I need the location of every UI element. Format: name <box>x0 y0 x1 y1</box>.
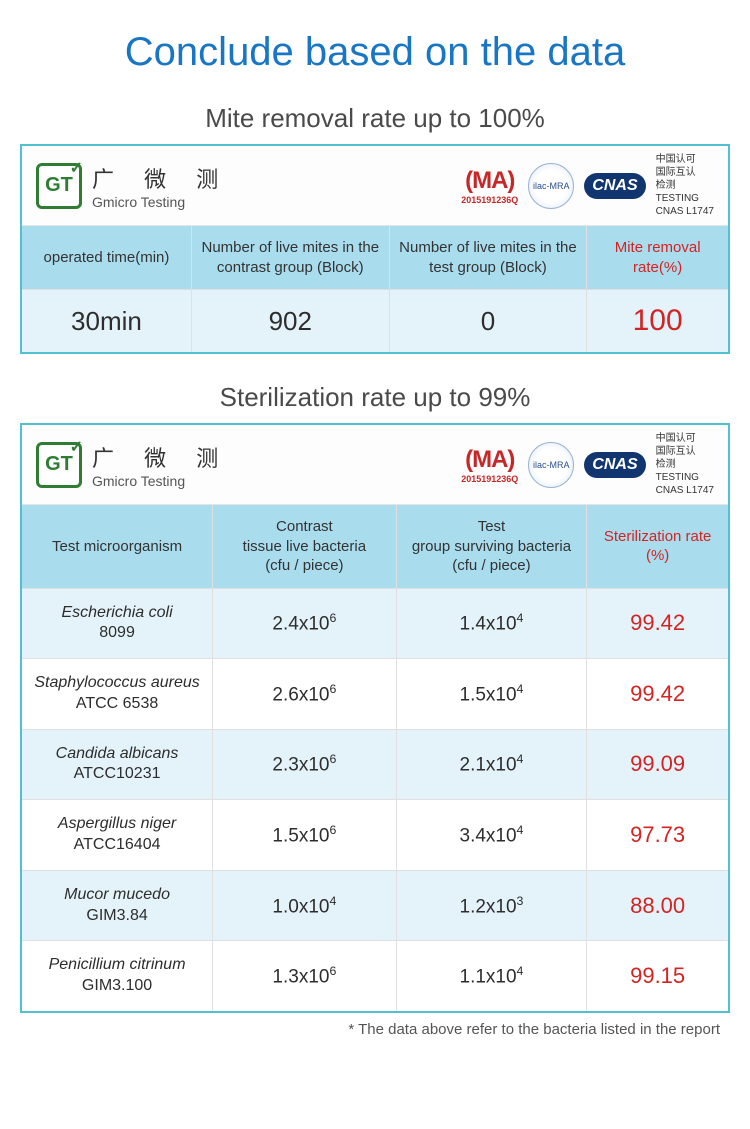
organism-cell: Staphylococcus aureusATCC 6538 <box>22 659 213 730</box>
test-cell: 1.4x104 <box>396 588 587 659</box>
gt-text: 广 微 测 Gmicro Testing <box>92 162 230 210</box>
mite-rate: 100 <box>587 290 728 353</box>
gt-logo-icon: GT <box>36 442 82 488</box>
organism-cell: Candida albicansATCC10231 <box>22 729 213 800</box>
ster-row: Candida albicansATCC102312.3x1062.1x1049… <box>22 729 728 800</box>
ma-badge-icon: (MA) 2015191236Q <box>461 446 518 484</box>
rate-cell: 97.73 <box>587 800 728 871</box>
mite-contrast: 902 <box>191 290 389 353</box>
organism-cell: Penicillium citrinumGIM3.100 <box>22 941 213 1011</box>
cert-bar: GT 广 微 测 Gmicro Testing (MA) 2015191236Q… <box>22 146 728 226</box>
cert-caption: 中国认可 国际互认 检测 TESTING CNAS L1747 <box>656 153 714 218</box>
mite-header-row: operated time(min) Number of live mites … <box>22 226 728 290</box>
cnas-badge-icon: CNAS <box>584 173 645 199</box>
cnas-badge-icon: CNAS <box>584 452 645 478</box>
contrast-cell: 2.6x106 <box>213 659 397 730</box>
rate-cell: 99.42 <box>587 659 728 730</box>
test-cell: 1.2x103 <box>396 870 587 941</box>
mite-section-title: Mite removal rate up to 100% <box>20 103 730 134</box>
mite-row: 30min 902 0 100 <box>22 290 728 353</box>
ster-table: Test microorganism Contrast tissue live … <box>22 505 728 1011</box>
rate-cell: 99.15 <box>587 941 728 1011</box>
organism-cell: Aspergillus nigerATCC16404 <box>22 800 213 871</box>
contrast-cell: 1.0x104 <box>213 870 397 941</box>
contrast-cell: 1.5x106 <box>213 800 397 871</box>
ma-badge-icon: (MA) 2015191236Q <box>461 167 518 205</box>
mite-time: 30min <box>22 290 191 353</box>
mite-h3: Mite removal rate(%) <box>587 226 728 290</box>
test-cell: 1.5x104 <box>396 659 587 730</box>
ster-header-row: Test microorganism Contrast tissue live … <box>22 505 728 588</box>
cert-right: (MA) 2015191236Q ilac-MRA CNAS 中国认可 国际互认… <box>461 153 714 218</box>
ster-row: Staphylococcus aureusATCC 65382.6x1061.5… <box>22 659 728 730</box>
contrast-cell: 1.3x106 <box>213 941 397 1011</box>
contrast-cell: 2.3x106 <box>213 729 397 800</box>
ster-h0: Test microorganism <box>22 505 213 588</box>
test-cell: 1.1x104 <box>396 941 587 1011</box>
test-cell: 3.4x104 <box>396 800 587 871</box>
organism-cell: Mucor mucedoGIM3.84 <box>22 870 213 941</box>
ster-h2: Test group surviving bacteria (cfu / pie… <box>396 505 587 588</box>
mite-test: 0 <box>389 290 587 353</box>
footnote: * The data above refer to the bacteria l… <box>20 1021 730 1038</box>
ster-panel: GT 广 微 测 Gmicro Testing (MA) 2015191236Q… <box>20 423 730 1013</box>
cert-left: GT 广 微 测 Gmicro Testing <box>36 162 230 210</box>
rate-cell: 99.42 <box>587 588 728 659</box>
gt-logo-icon: GT <box>36 163 82 209</box>
contrast-cell: 2.4x106 <box>213 588 397 659</box>
ster-section-title: Sterilization rate up to 99% <box>20 382 730 413</box>
page-title: Conclude based on the data <box>20 30 730 75</box>
ster-row: Escherichia coli80992.4x1061.4x10499.42 <box>22 588 728 659</box>
rate-cell: 99.09 <box>587 729 728 800</box>
ster-h1: Contrast tissue live bacteria (cfu / pie… <box>213 505 397 588</box>
mite-h0: operated time(min) <box>22 226 191 290</box>
rate-cell: 88.00 <box>587 870 728 941</box>
ilac-badge-icon: ilac-MRA <box>528 163 574 209</box>
page-container: Conclude based on the data Mite removal … <box>0 0 750 1058</box>
ster-h3: Sterilization rate (%) <box>587 505 728 588</box>
test-cell: 2.1x104 <box>396 729 587 800</box>
mite-h2: Number of live mites in the test group (… <box>389 226 587 290</box>
cert-bar-2: GT 广 微 测 Gmicro Testing (MA) 2015191236Q… <box>22 425 728 505</box>
ilac-badge-icon: ilac-MRA <box>528 442 574 488</box>
ster-row: Aspergillus nigerATCC164041.5x1063.4x104… <box>22 800 728 871</box>
mite-h1: Number of live mites in the contrast gro… <box>191 226 389 290</box>
mite-panel: GT 广 微 测 Gmicro Testing (MA) 2015191236Q… <box>20 144 730 354</box>
gt-en: Gmicro Testing <box>92 194 230 210</box>
mite-table: operated time(min) Number of live mites … <box>22 226 728 352</box>
ster-row: Mucor mucedoGIM3.841.0x1041.2x10388.00 <box>22 870 728 941</box>
gt-cn: 广 微 测 <box>92 162 230 194</box>
ster-row: Penicillium citrinumGIM3.1001.3x1061.1x1… <box>22 941 728 1011</box>
organism-cell: Escherichia coli8099 <box>22 588 213 659</box>
